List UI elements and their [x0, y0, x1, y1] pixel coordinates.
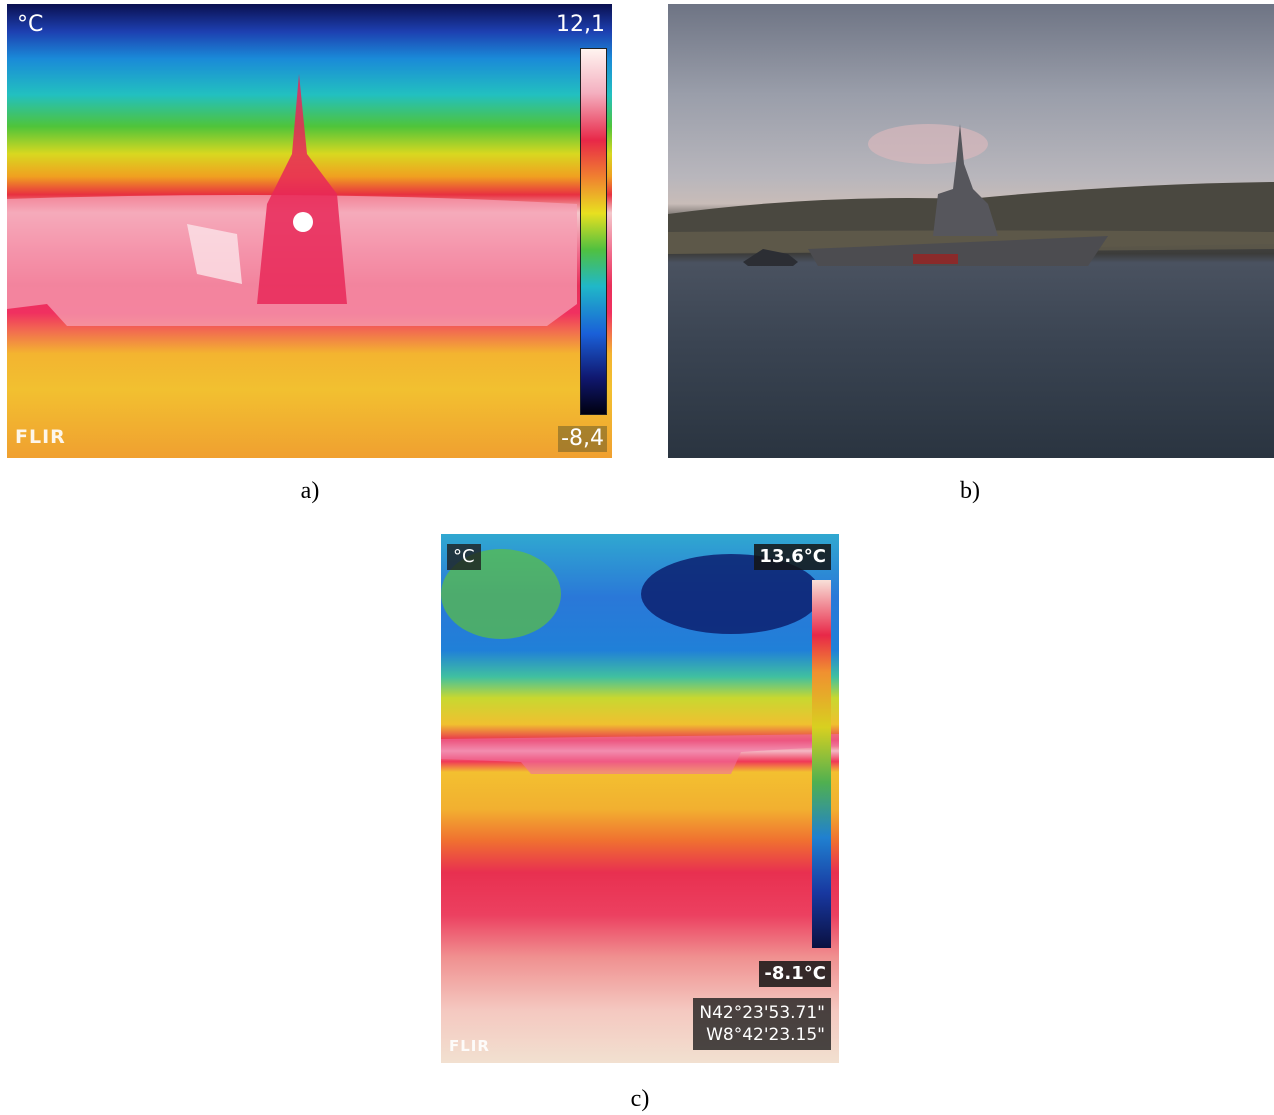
- latitude: N42°23'53.71": [699, 1002, 825, 1024]
- page: °C 12,1 -8,4 FLIR a) b) °C 13.6°C -8.1°C…: [0, 0, 1274, 1115]
- unit-label: °C: [447, 544, 481, 570]
- thermal-image-c: °C 13.6°C -8.1°C N42°23'53.71" W8°42'23.…: [441, 534, 839, 1063]
- thermal-image-a: °C 12,1 -8,4 FLIR: [7, 4, 612, 458]
- caption-b: b): [960, 478, 980, 505]
- brand-logo: FLIR: [449, 1037, 490, 1055]
- caption-c: c): [631, 1086, 650, 1113]
- brand-logo: FLIR: [15, 426, 66, 448]
- min-temperature: -8.1°C: [759, 961, 831, 987]
- ship-scene: [668, 4, 1274, 458]
- max-temperature: 12,1: [556, 14, 605, 36]
- max-temperature: 13.6°C: [754, 544, 831, 570]
- colorbar: [580, 48, 607, 415]
- ship-silhouette: [7, 4, 612, 458]
- unit-label: °C: [17, 14, 43, 36]
- longitude: W8°42'23.15": [699, 1024, 825, 1046]
- photo-b: [668, 4, 1274, 458]
- min-temperature: -8,4: [558, 426, 607, 452]
- colorbar: [812, 580, 831, 948]
- caption-a: a): [301, 478, 320, 505]
- gps-box: N42°23'53.71" W8°42'23.15": [693, 998, 831, 1050]
